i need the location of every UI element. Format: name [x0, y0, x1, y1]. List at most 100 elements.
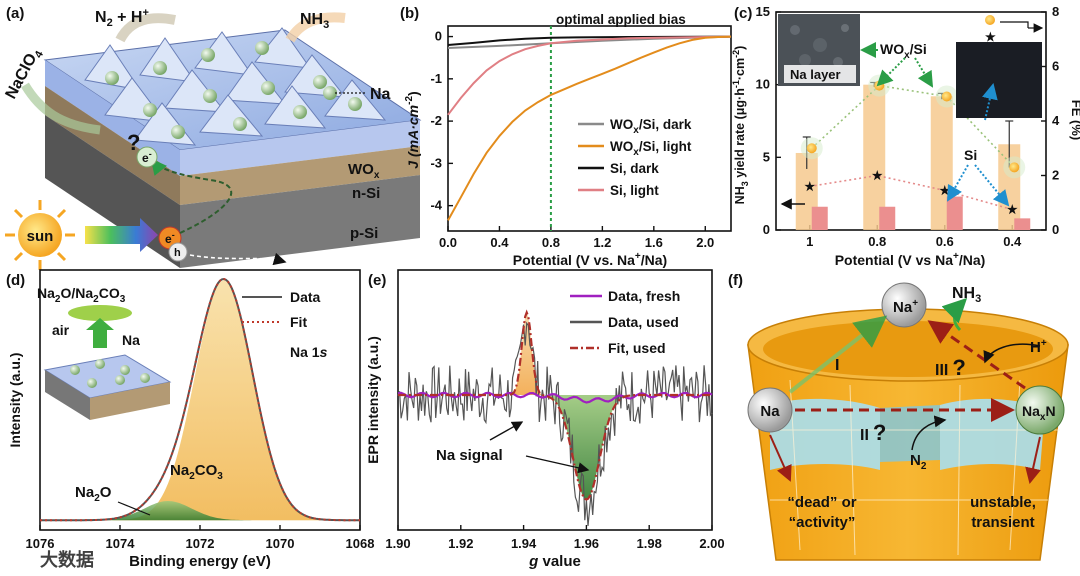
product-arrow — [285, 12, 346, 43]
dead-arrow — [769, 434, 792, 482]
nsi-layer — [180, 146, 420, 205]
hole — [168, 242, 188, 262]
plot-b-frame — [447, 25, 732, 232]
y2-tick-label: 4 — [1052, 113, 1060, 128]
na-particles — [105, 41, 362, 139]
na-signal-label: Na signal — [436, 447, 503, 464]
na-plus-sphere — [881, 282, 927, 328]
si-arrow-3 — [982, 83, 998, 121]
plot-e-curves — [397, 309, 713, 526]
series-line-si-dark — [447, 35, 732, 46]
electron-path — [150, 158, 233, 234]
legend-data-label: Data — [290, 289, 321, 305]
x-tick-label: 1.96 — [574, 536, 599, 551]
legend-fit-used-label: Fit, used — [608, 340, 666, 356]
na2o-peak-label: Na2O — [75, 484, 112, 504]
plot-b-xlabel: Potential (V vs. Na+/Na) — [513, 251, 667, 268]
panel-b-label: (b) — [400, 5, 419, 22]
na-plus-label: Na+ — [893, 298, 918, 316]
n2-arrow — [911, 415, 947, 451]
na-label: Na — [370, 86, 391, 103]
y2-tick-label: 8 — [1052, 4, 1059, 19]
series-line-wox-si-light — [447, 35, 732, 221]
plot-c-bars — [795, 81, 1031, 231]
wox-label: WOx — [348, 161, 380, 181]
legend-fit-label: Fit — [290, 314, 307, 330]
y-tick-label: -3 — [430, 155, 442, 170]
inset-na-label: Na — [122, 332, 140, 348]
x-tick-label: 2.00 — [699, 536, 724, 551]
inset-device-left — [45, 370, 90, 420]
nh3-arrow — [941, 297, 968, 332]
naxn-label: NaxN — [1022, 403, 1056, 423]
plot-b-ticks: 0.0 0.4 0.8 1.2 1.6 2.0 0 -1 -2 -3 -4 — [430, 29, 714, 250]
bar-si — [946, 196, 963, 230]
x-tick-label: 1 — [806, 234, 813, 249]
n2-h-label: N2 + H+ — [95, 7, 149, 29]
legend-label: Si, light — [610, 183, 659, 198]
panel-e: (e) 1.90 1.92 1.94 1.96 1.98 2.00 Data, fresh… — [365, 269, 725, 570]
cup-inner — [763, 321, 1053, 377]
plot-c-y2label: FE (%) — [1069, 100, 1080, 140]
x-tick-label: 0.0 — [439, 235, 457, 250]
legend-label: WOx/Si, dark — [610, 117, 692, 136]
na-layer-label: Na layer — [790, 67, 841, 82]
y-tick-label: 0 — [763, 222, 770, 237]
x-tick-label: 1.98 — [637, 536, 662, 551]
x-tick-label: 0.8 — [868, 234, 886, 249]
path-step-1 — [788, 315, 888, 394]
epr-fit-line — [398, 309, 712, 501]
panel-e-label: (e) — [368, 272, 386, 289]
hole-path — [189, 252, 287, 266]
legend-bracket — [1000, 21, 1029, 28]
bar-si — [811, 206, 828, 230]
panel-a: (a) N2 + H+ NH3 NaClO4 Na WOx n-Si — [3, 5, 422, 270]
electron-label: e- — [165, 230, 175, 246]
legend-fresh-label: Data, fresh — [608, 288, 680, 304]
y-tick-label: -2 — [430, 113, 442, 128]
fe-point-wox-si — [1009, 162, 1020, 173]
si-label: Si — [964, 147, 977, 163]
fe-point-si: ★ — [1007, 203, 1018, 217]
x-tick-label: 1.90 — [385, 536, 410, 551]
si-photo — [956, 42, 1042, 118]
optimal-bias-label: optimal applied bias — [556, 12, 686, 27]
y-tick-label: -4 — [430, 198, 442, 213]
si-arrow-1 — [947, 164, 969, 202]
na-signal-arrow-2 — [525, 455, 590, 474]
dead-label-2: “activity” — [789, 514, 856, 531]
y2-tick-label: 6 — [1052, 59, 1059, 74]
bar-si — [879, 206, 896, 230]
x-tick-label: 0.6 — [936, 234, 954, 249]
fe-line-wox-si — [811, 84, 1015, 168]
x-tick-label: 1070 — [266, 536, 295, 551]
x-tick-label: 1072 — [186, 536, 215, 551]
electron-surface-label: e- — [142, 149, 152, 165]
na-signal-arrow-1 — [489, 421, 524, 441]
plot-e-frame — [397, 269, 713, 531]
fe-point-wox-si — [806, 143, 817, 154]
y-tick-label: -1 — [430, 71, 442, 86]
plot-d-xlabel: Binding energy (eV) — [129, 553, 271, 570]
na-layer-label-bg — [784, 65, 856, 83]
bar-si — [1014, 218, 1031, 230]
hplus-arrow — [983, 343, 1041, 364]
panel-b: (b) 0.0 0.4 0.8 1.2 1.6 2.0 0 -1 -2 -3 -4 optimal … — [400, 5, 732, 268]
panel-a-label: (a) — [6, 5, 24, 22]
xps-fit-line — [40, 277, 360, 522]
reactant-arrow — [115, 13, 176, 43]
fe-line-si — [809, 174, 1013, 211]
na-sphere — [747, 387, 793, 433]
bar-wox-si — [863, 84, 886, 231]
plot-b-ylabel: J (mA·cm-2) — [404, 91, 421, 168]
na1s-label: Na 1s — [290, 344, 328, 360]
inset-air-label: air — [52, 322, 70, 338]
plot-c-ylabel: NH3 yield rate (μg·h-1·cm-2) — [731, 46, 750, 205]
na2co3-peak-shade — [40, 280, 360, 521]
wox-arrow-2 — [876, 57, 906, 87]
epr-negative-fill — [539, 395, 634, 500]
n2-label: N2 — [910, 452, 927, 472]
legend-used-label: Data, used — [608, 314, 679, 330]
legend-label: Si, dark — [610, 161, 659, 176]
